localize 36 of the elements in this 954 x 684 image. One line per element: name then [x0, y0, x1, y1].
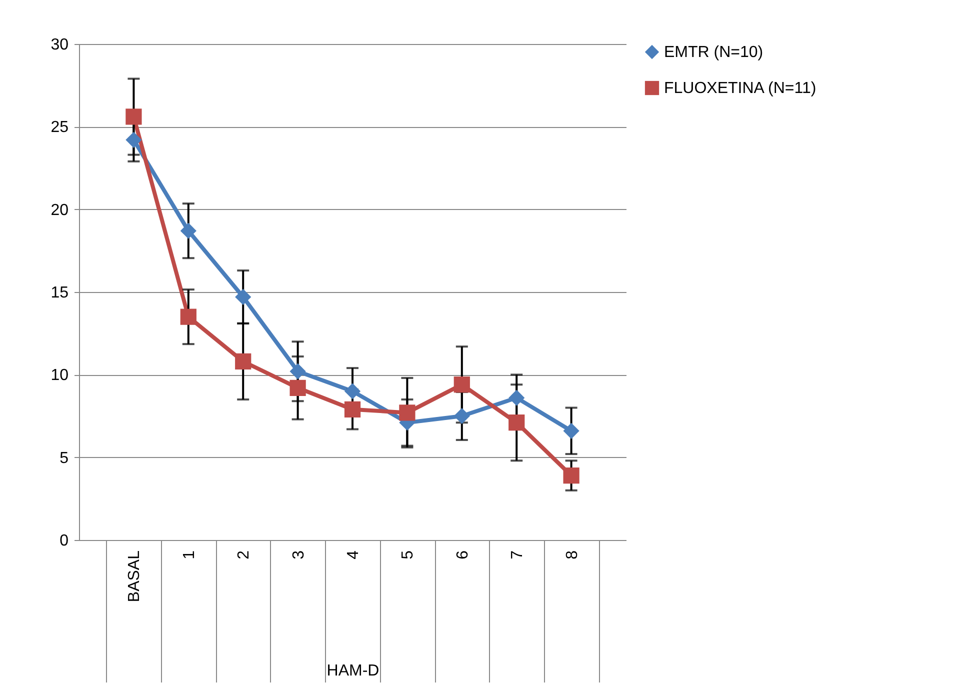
- y-tick-label: 0: [60, 532, 69, 550]
- point: [126, 132, 142, 148]
- point: [290, 380, 306, 396]
- legend-label: FLUOXETINA (N=11): [664, 80, 816, 97]
- y-tick-label: 30: [50, 36, 69, 54]
- point: [180, 308, 196, 325]
- x-tick-label: 1: [180, 550, 198, 560]
- x-tick-label: BASAL: [126, 550, 144, 602]
- y-tick-label: 10: [50, 367, 69, 384]
- y-tick-label: 5: [60, 450, 69, 467]
- point: [344, 401, 361, 418]
- point: [126, 108, 142, 125]
- y-tick-label: 25: [50, 119, 69, 136]
- x-tick-label: 8: [564, 550, 581, 560]
- point: [344, 383, 361, 400]
- point: [235, 288, 252, 306]
- y-tick-label: 20: [50, 202, 69, 219]
- point: [180, 222, 196, 239]
- point: [563, 422, 580, 439]
- point: [290, 363, 306, 380]
- point: [454, 376, 470, 393]
- x-tick-label: 4: [345, 550, 362, 560]
- point: [235, 353, 252, 370]
- x-tick-label: 7: [509, 550, 526, 560]
- x-tick-label: 3: [290, 550, 308, 560]
- y-tick-label: 15: [50, 284, 69, 302]
- x-tick-label: 6: [454, 550, 472, 560]
- point: [399, 404, 416, 421]
- point: [508, 414, 525, 431]
- point: [508, 390, 525, 406]
- point: [454, 408, 470, 424]
- x-axis-title: HAM-D: [326, 662, 380, 680]
- point: [563, 467, 580, 484]
- x-tick-label: 5: [400, 550, 417, 560]
- legend-label: EMTR (N=10): [664, 44, 764, 61]
- x-tick-label: 2: [236, 550, 253, 560]
